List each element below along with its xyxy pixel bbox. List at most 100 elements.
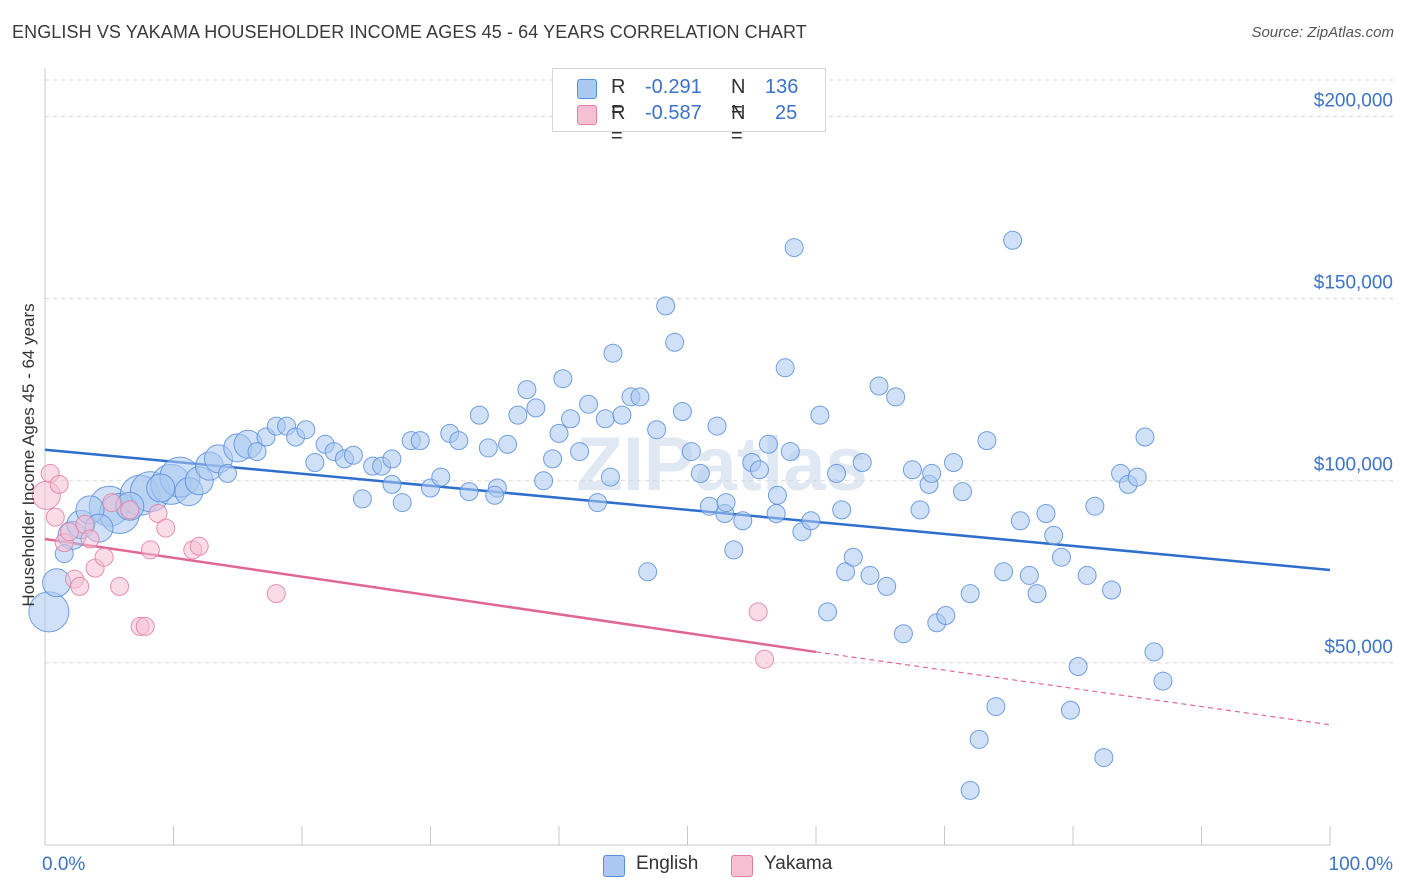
english-point (716, 493, 736, 513)
english-point (600, 467, 620, 487)
english-point (1051, 547, 1071, 567)
tick-labels: $50,000 $100,000 $150,000 $200,000 0.0% 100.0… (42, 90, 1393, 875)
english-point (595, 409, 615, 429)
trend-lines (44, 448, 1331, 726)
english-point (767, 485, 787, 505)
english-point (960, 780, 980, 800)
legend-r-label: R = (611, 102, 626, 147)
english-point (1019, 565, 1039, 585)
english-point (733, 511, 753, 531)
english-point (952, 482, 972, 502)
english-point (1153, 671, 1173, 691)
english-point (681, 442, 701, 462)
grid-lines (45, 79, 1395, 664)
english-point (943, 453, 963, 472)
english-point (665, 332, 685, 352)
english-point (553, 369, 573, 389)
source-credit: Source: ZipAtlas.com (1251, 24, 1394, 41)
english-point (1036, 504, 1056, 523)
yakama-point (189, 536, 209, 556)
legend-r-label: R = (611, 76, 626, 121)
y-tick-label: $200,000 (1314, 90, 1393, 111)
english-point (647, 420, 667, 440)
y-tick-label: $150,000 (1314, 273, 1393, 294)
english-point (1044, 525, 1064, 545)
english-point (352, 489, 372, 509)
english-point (656, 296, 676, 316)
english-point (749, 460, 769, 480)
english-point (832, 500, 852, 520)
trend-line-english (44, 448, 1331, 572)
english-point (707, 416, 727, 436)
english-point (526, 398, 546, 418)
english-point (549, 423, 569, 443)
english-point (886, 387, 906, 407)
english-point (869, 376, 889, 396)
english-point (146, 473, 176, 503)
english-point (922, 463, 942, 483)
english-point (517, 380, 537, 400)
english-point (603, 343, 623, 363)
yakama-point (94, 547, 114, 567)
yakama-point (59, 522, 79, 542)
yakama-point (70, 576, 90, 596)
yakama-point (748, 602, 768, 622)
english-point (1060, 700, 1080, 720)
english-point (498, 434, 518, 454)
english-point (910, 500, 930, 520)
english-point (579, 394, 599, 414)
english-point (994, 562, 1014, 582)
series-swatch-yakama (731, 855, 753, 877)
english-point (877, 576, 897, 596)
english-point (588, 493, 608, 513)
english-point (478, 438, 498, 458)
correlation-legend: R = -0.291 N = 136 R = -0.587 N = 25 (552, 68, 826, 147)
legend-n-value-english: 136 (765, 76, 799, 98)
english-point (612, 405, 632, 425)
english-point (1144, 642, 1164, 662)
series-legend: English Yakama (0, 852, 1406, 878)
english-point (343, 445, 363, 465)
legend-swatch-yakama (577, 105, 597, 125)
legend-swatch-english (577, 79, 597, 99)
english-point (893, 624, 913, 644)
english-point (977, 431, 997, 451)
english-point (630, 387, 650, 407)
english-point (534, 471, 554, 491)
legend-n-label: N = (731, 102, 746, 147)
y-axis-label: Householder Income Ages 45 - 64 years (19, 303, 38, 606)
english-point (801, 511, 821, 531)
english-point (485, 485, 505, 505)
y-tick-label: $100,000 (1314, 455, 1393, 476)
series-label-yakama: Yakama (764, 853, 833, 874)
english-point (1010, 511, 1030, 531)
english-point (775, 358, 795, 378)
english-point (672, 402, 692, 421)
y-tick-label: $50,000 (1324, 637, 1393, 658)
english-point (392, 493, 412, 513)
x-tick-label-end: 100.0% (1329, 854, 1394, 875)
legend-r-value-yakama: -0.587 (645, 102, 702, 124)
english-point (860, 565, 880, 585)
trend-line-yakama-extension (815, 651, 1331, 726)
english-point (1027, 584, 1047, 604)
english-point (818, 602, 838, 622)
data-points (28, 230, 1173, 800)
english-point (217, 463, 237, 483)
yakama-point (102, 493, 122, 513)
x-tick-label-start: 0.0% (42, 854, 85, 875)
english-point (508, 405, 528, 425)
yakama-point (45, 507, 65, 527)
yakama-point (755, 649, 775, 669)
watermark: ZIPatlas (576, 422, 867, 507)
english-point (1003, 230, 1023, 250)
yakama-point (49, 474, 69, 494)
english-point (827, 463, 847, 483)
english-point (449, 431, 469, 451)
series-label-english: English (636, 853, 699, 874)
english-point (780, 442, 800, 462)
english-point (1077, 565, 1097, 585)
english-point (382, 449, 402, 469)
yakama-point (148, 504, 168, 523)
